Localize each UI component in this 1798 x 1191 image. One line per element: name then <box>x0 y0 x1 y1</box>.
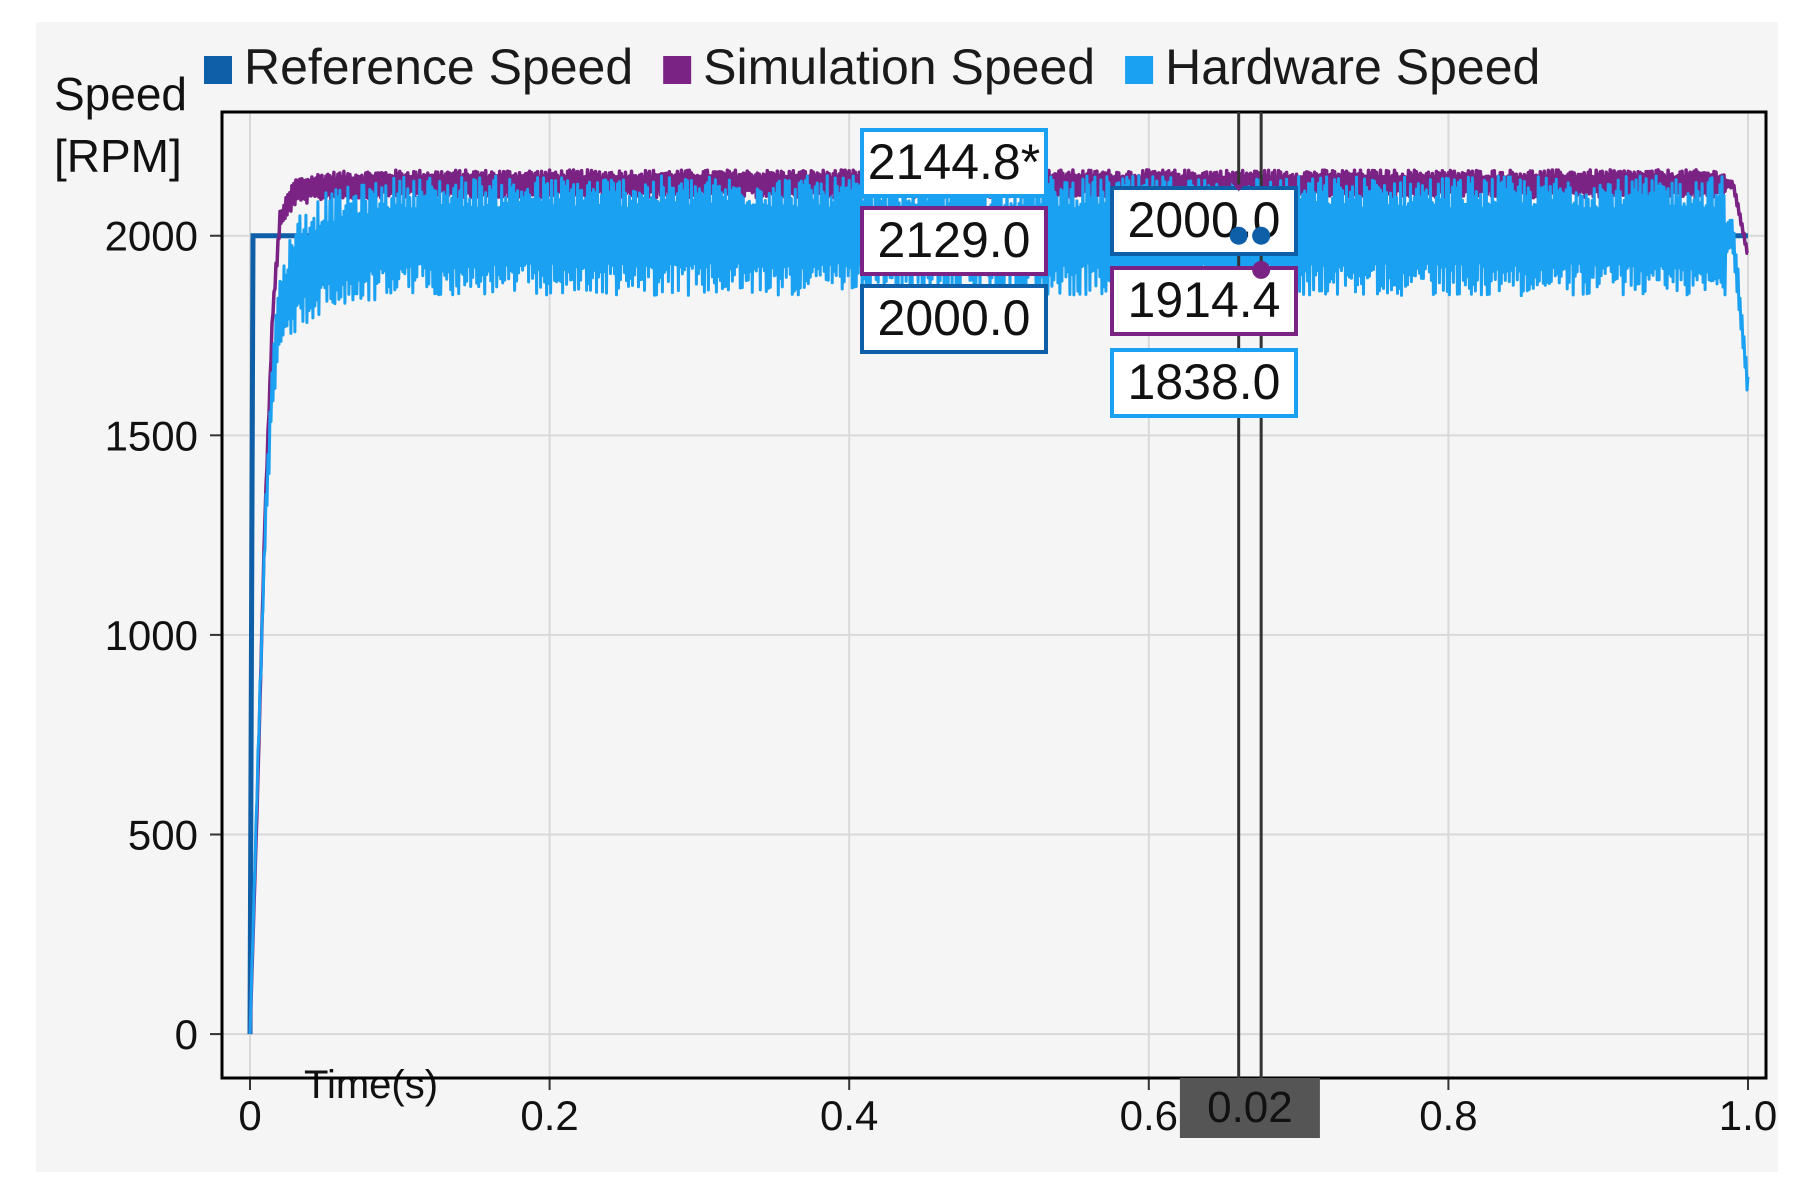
cursor2-label-2: 1838.0 <box>1128 354 1281 410</box>
cursor2-marker-reference <box>1252 226 1271 245</box>
cursor1-label-box-1 <box>860 206 1048 276</box>
cursor1-label-1: 2129.0 <box>878 212 1031 268</box>
cursor2-marker-simulation <box>1252 260 1271 279</box>
y-axis-label-line2: [RPM] <box>54 130 182 182</box>
y-tick-label-2: 1000 <box>105 612 198 659</box>
x-tick-label-1: 0.2 <box>520 1092 578 1139</box>
cursor1-marker-simulation <box>1227 174 1251 192</box>
y-tick-label-4: 2000 <box>105 213 198 260</box>
y-tick-label-0: 0 <box>175 1011 198 1058</box>
cursor1-label-2: 2000.0 <box>878 290 1031 346</box>
x-tick-label-5: 1.0 <box>1719 1092 1777 1139</box>
x-tick-label-0: 0 <box>238 1092 261 1139</box>
cursor1-label-box-0 <box>860 128 1048 198</box>
speed-chart: Reference Speed Simulation Speed Hardware … <box>54 39 1777 1139</box>
legend-label-0: Reference Speed <box>244 39 633 95</box>
cursor2-label-box-2 <box>1110 348 1298 418</box>
y-axis-label-line1: Speed <box>54 68 187 120</box>
cursor2-label-box-0 <box>1110 186 1298 256</box>
legend-swatch-2 <box>1125 56 1154 84</box>
legend-swatch-0 <box>204 56 232 84</box>
legend: Reference Speed Simulation Speed Hardware … <box>204 39 1540 95</box>
cursors: 2144.8*2129.02000.02000.01914.41838.00.0… <box>860 112 1320 1138</box>
x-tick-label-3: 0.6 <box>1120 1092 1178 1139</box>
legend-label-1: Simulation Speed <box>703 39 1095 95</box>
cursor-delta-badge <box>1179 1078 1320 1138</box>
x-axis-label: Time(s) <box>304 1063 438 1107</box>
chart-panel: Reference Speed Simulation Speed Hardware … <box>36 22 1778 1172</box>
y-axis-ticks: 0 500 1000 1500 2000 <box>105 213 222 1058</box>
cursor2-label-box-1 <box>1110 266 1298 336</box>
x-axis-ticks: 0 0.2 0.4 0.6 0.8 1.0 <box>238 1078 1777 1139</box>
legend-swatch-1 <box>663 56 692 84</box>
y-tick-label-3: 1500 <box>105 412 198 459</box>
x-tick-label-2: 0.4 <box>820 1092 878 1139</box>
cursor1-marker-reference <box>1229 226 1248 245</box>
cursor1-label-box-2 <box>860 284 1048 354</box>
plot-frame <box>220 110 1768 1080</box>
cursor-delta-value: 0.02 <box>1207 1083 1293 1132</box>
legend-label-2: Hardware Speed <box>1165 39 1540 95</box>
x-tick-label-4: 0.8 <box>1419 1092 1477 1139</box>
cursor1-label-0: 2144.8* <box>868 134 1040 190</box>
y-tick-label-1: 500 <box>128 812 198 859</box>
cursor2-label-1: 1914.4 <box>1128 272 1281 328</box>
